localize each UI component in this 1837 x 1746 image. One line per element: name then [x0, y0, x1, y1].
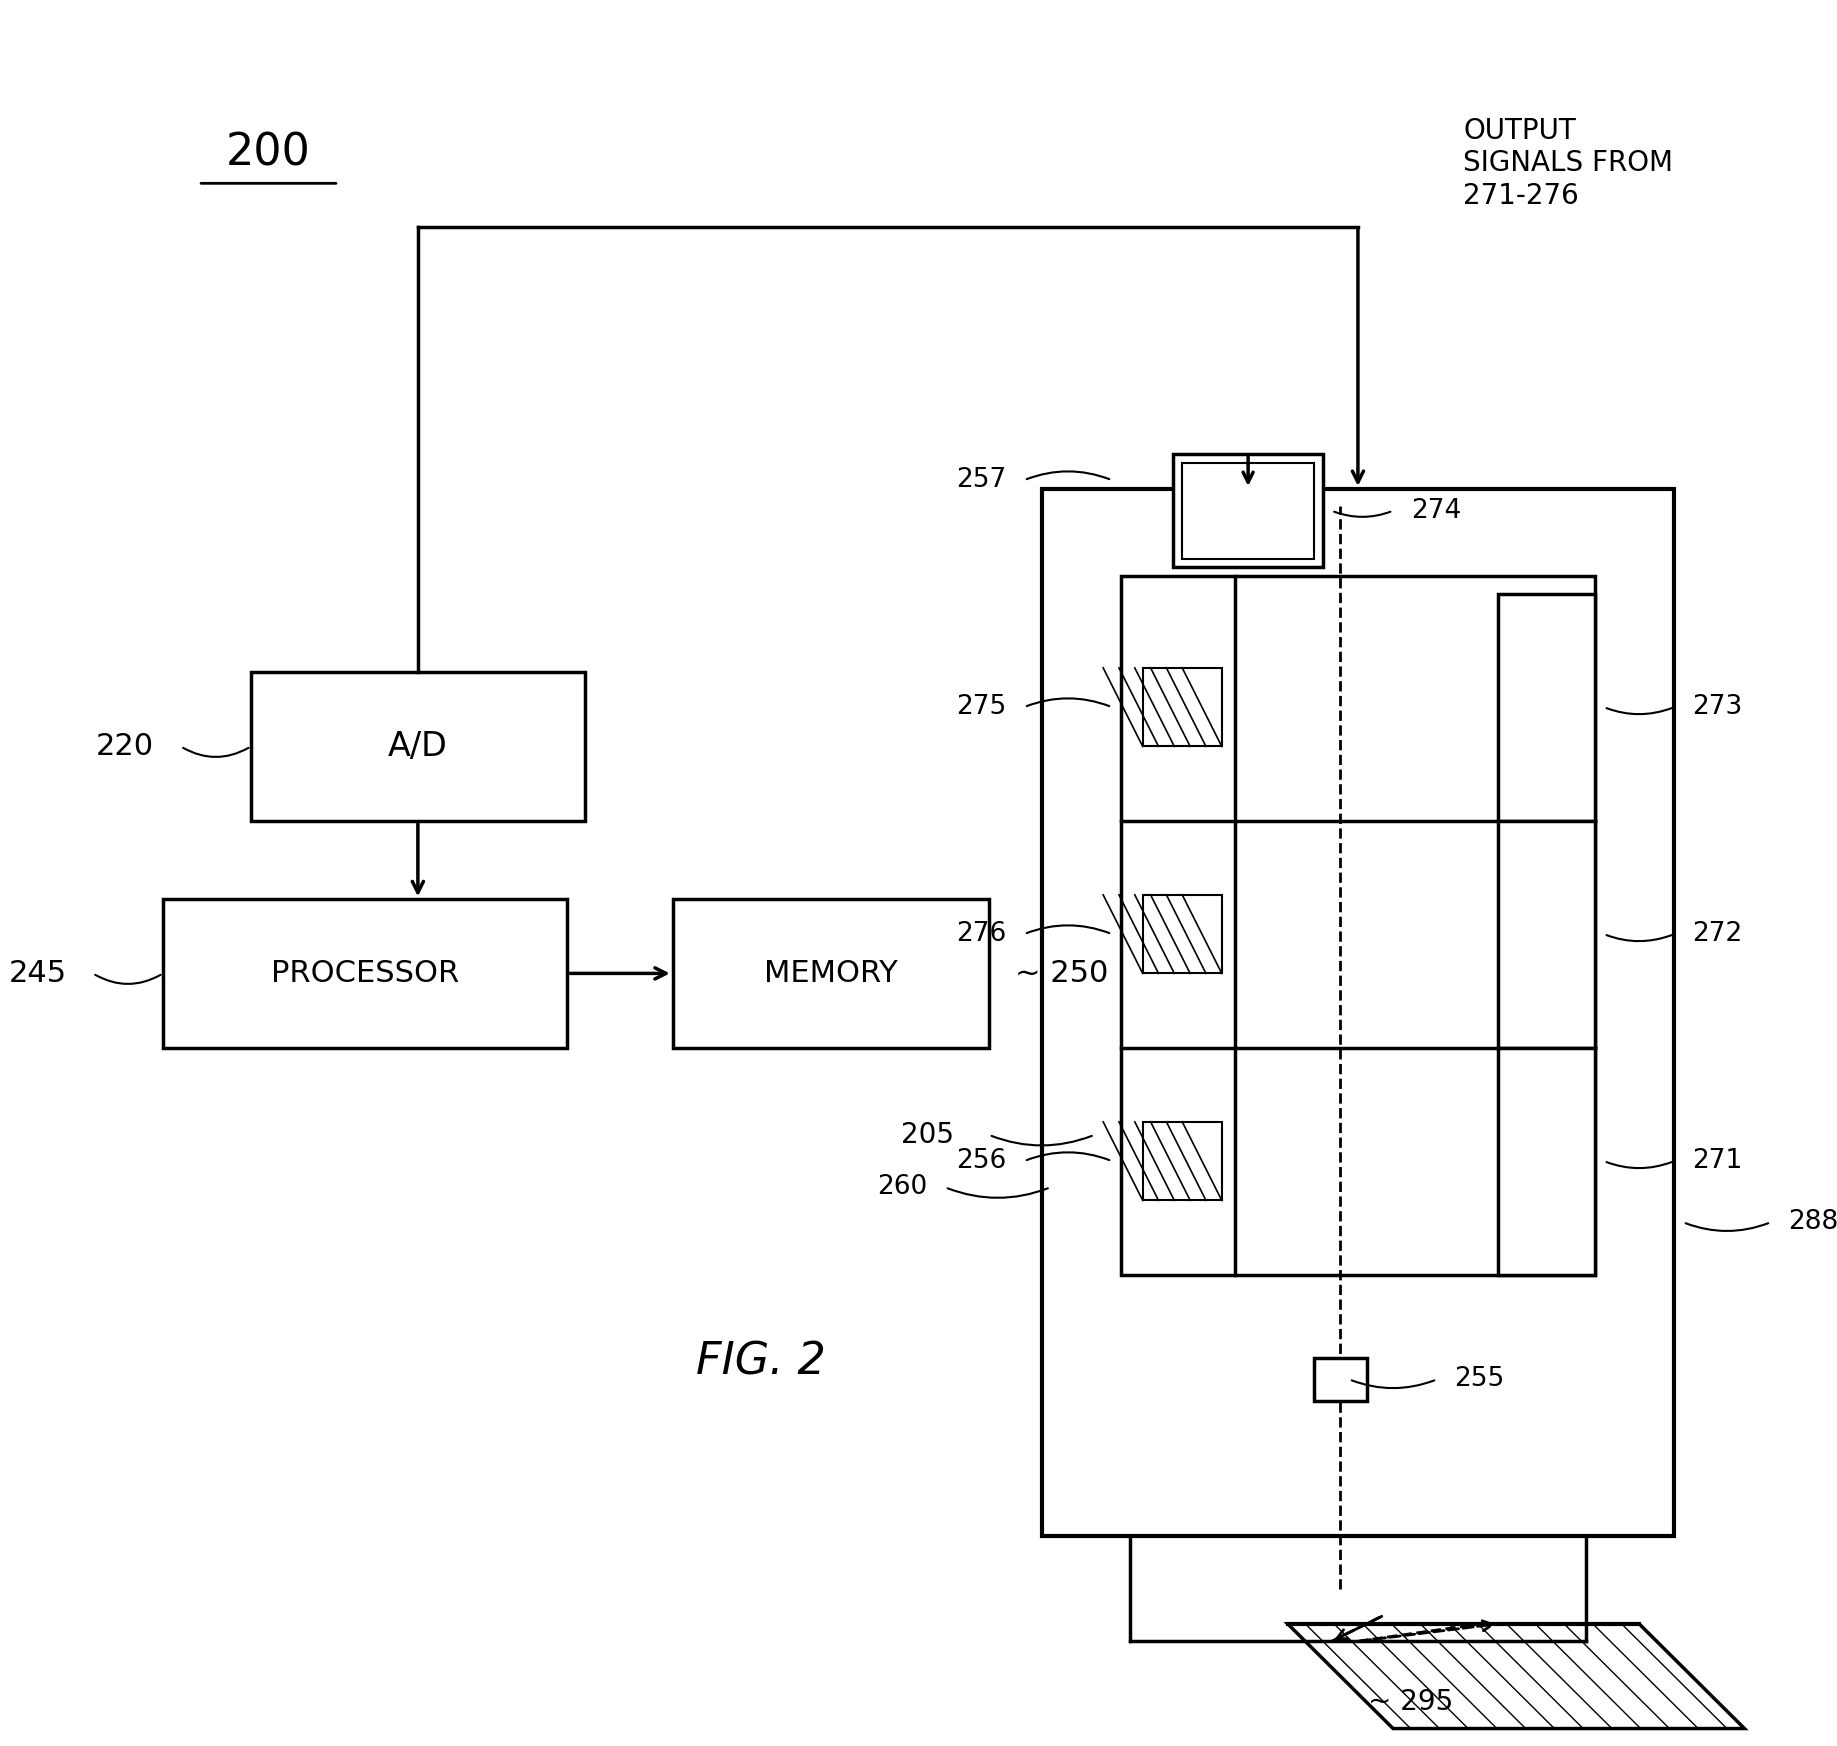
FancyBboxPatch shape	[1205, 978, 1247, 1021]
FancyBboxPatch shape	[1042, 489, 1674, 1536]
Text: OUTPUT
SIGNALS FROM
271-276: OUTPUT SIGNALS FROM 271-276	[1464, 117, 1674, 210]
Polygon shape	[1288, 1624, 1745, 1729]
Text: A/D: A/D	[388, 730, 448, 763]
Text: ~ 250: ~ 250	[1016, 959, 1110, 988]
Text: 255: 255	[1455, 1367, 1505, 1392]
FancyBboxPatch shape	[1183, 463, 1313, 559]
FancyBboxPatch shape	[1499, 1048, 1595, 1275]
Text: 200: 200	[226, 131, 310, 175]
Text: 288: 288	[1789, 1210, 1837, 1234]
FancyBboxPatch shape	[1499, 821, 1595, 1048]
FancyBboxPatch shape	[1499, 594, 1595, 821]
Text: 271: 271	[1692, 1149, 1741, 1173]
Text: 220: 220	[96, 732, 154, 761]
Text: ~ 295: ~ 295	[1369, 1688, 1453, 1716]
Text: PROCESSOR: PROCESSOR	[272, 959, 459, 988]
Text: 274: 274	[1411, 498, 1460, 524]
FancyBboxPatch shape	[1174, 454, 1323, 567]
Text: MEMORY: MEMORY	[764, 959, 898, 988]
Text: 276: 276	[957, 922, 1007, 946]
FancyBboxPatch shape	[163, 899, 568, 1048]
FancyBboxPatch shape	[672, 899, 988, 1048]
FancyBboxPatch shape	[1121, 576, 1595, 1275]
FancyBboxPatch shape	[252, 672, 584, 821]
Text: 205: 205	[900, 1121, 953, 1149]
Text: 245: 245	[9, 959, 66, 988]
Text: 275: 275	[957, 695, 1007, 719]
Text: 257: 257	[957, 468, 1007, 492]
Text: 273: 273	[1692, 695, 1741, 719]
Text: 256: 256	[957, 1149, 1007, 1173]
Text: 260: 260	[878, 1175, 928, 1200]
FancyBboxPatch shape	[1313, 1358, 1367, 1400]
Text: 272: 272	[1692, 922, 1741, 946]
Text: FIG. 2: FIG. 2	[696, 1341, 825, 1383]
